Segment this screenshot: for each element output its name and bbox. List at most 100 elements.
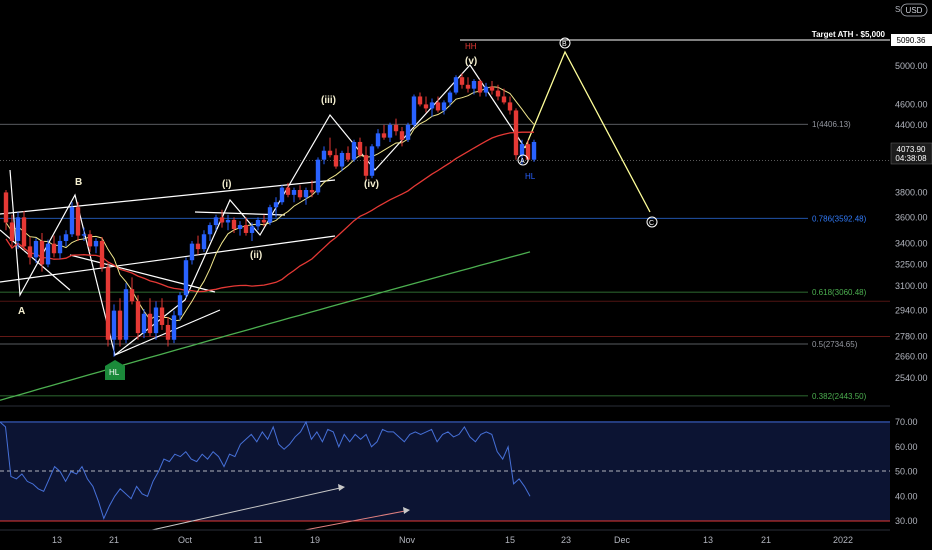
time-tick-label: 19 (310, 535, 320, 545)
hh-label: HH (465, 42, 477, 51)
scale-mode[interactable]: S (895, 5, 900, 14)
candle (255, 217, 261, 231)
price-tick-label: 3800.00 (895, 187, 928, 197)
price-axis (890, 0, 932, 550)
price-tick-label: 2660.00 (895, 352, 928, 362)
candle (375, 129, 381, 149)
candle (489, 80, 495, 95)
candle (315, 157, 321, 195)
candle (393, 118, 399, 136)
candle (45, 239, 51, 268)
candle (411, 94, 417, 127)
hl-label-right: HL (525, 172, 536, 181)
candle (399, 126, 405, 147)
wave-label-iii: (iii) (321, 95, 336, 106)
candle (39, 232, 45, 272)
candle (261, 214, 267, 227)
time-tick-label: 23 (561, 535, 571, 545)
candle (189, 240, 195, 265)
price-tick-label: 4400.00 (895, 120, 928, 130)
price-tick-label: 3250.00 (895, 259, 928, 269)
candle (429, 98, 435, 117)
svg-text:A: A (520, 158, 525, 165)
fib-label: 1(4406.13) (812, 120, 851, 129)
price-tick-label: 3100.00 (895, 281, 928, 291)
currency-label: USD (906, 6, 923, 15)
wave-labels: A B (i) (ii) (iii) (iv) (v) HH HL (18, 42, 536, 317)
candle (321, 146, 327, 165)
rsi-tick-label: 30.00 (895, 516, 918, 526)
time-tick-label: 11 (253, 535, 262, 545)
svg-text:B: B (562, 41, 567, 48)
circle-b: B (559, 37, 571, 49)
price-tick-label: 5000.00 (895, 61, 928, 71)
price-axis-ticks: 5000.004600.004400.004200.003800.003600.… (895, 61, 928, 383)
candle (129, 277, 135, 305)
candle (87, 230, 93, 252)
rsi-axis-ticks: 70.00 60.00 50.00 40.00 30.00 (895, 417, 918, 526)
candle (417, 92, 423, 107)
time-axis-ticks: 13 21 Oct 11 19 Nov 15 23 Dec 13 21 2022 (52, 535, 853, 545)
time-tick-label: 13 (52, 535, 62, 545)
candle (171, 310, 177, 344)
time-tick-label: Oct (178, 535, 193, 545)
time-tick-label: Nov (399, 535, 416, 545)
candle (177, 292, 183, 321)
candle (309, 180, 315, 198)
candle (357, 137, 363, 158)
channel-lower (0, 235, 336, 283)
price-tick-label: 2780.00 (895, 331, 928, 341)
price-tick-label: 4600.00 (895, 99, 928, 109)
candle (63, 230, 69, 247)
candle (519, 139, 525, 165)
candle (297, 185, 303, 200)
candle (465, 77, 471, 93)
candle (147, 298, 153, 337)
wave-label-v: (v) (465, 56, 477, 67)
candle (123, 283, 129, 344)
candle (345, 146, 351, 162)
candle (225, 214, 231, 231)
candle (111, 304, 117, 357)
candle (243, 217, 249, 236)
candle (159, 298, 165, 330)
current-price-tag (890, 142, 932, 165)
candle (201, 230, 207, 252)
candle (9, 214, 15, 247)
price-tick-label: 2540.00 (895, 373, 928, 383)
candle (69, 202, 75, 237)
candle (513, 108, 519, 160)
time-tick-label: 13 (703, 535, 713, 545)
wave-label-ii: (ii) (250, 250, 262, 261)
candle (237, 221, 243, 236)
channel-upper (0, 179, 336, 215)
ath-label: Target ATH - $5,000 (812, 30, 886, 39)
candle (99, 236, 105, 272)
fib-label: 0.786(3592.48) (812, 214, 867, 223)
candle (453, 75, 459, 95)
candle (213, 214, 219, 231)
countdown-text: 04:38:08 (895, 154, 927, 163)
candle (387, 122, 393, 142)
candle (51, 235, 57, 258)
wave-label-i: (i) (222, 179, 231, 190)
time-tick-label: 21 (761, 535, 771, 545)
candle (165, 316, 171, 347)
candle (333, 148, 339, 169)
candle (273, 197, 279, 218)
rsi-arrow-2 (403, 507, 410, 514)
candle (105, 263, 111, 347)
candle (381, 124, 387, 140)
price-tick-label: 2940.00 (895, 306, 928, 316)
time-tick-label: 2022 (833, 535, 853, 545)
rsi-divergence-2 (304, 510, 406, 531)
rsi-tick-label: 60.00 (895, 442, 918, 452)
wave-label-a-left: A (18, 306, 25, 317)
currency-toggle[interactable] (900, 3, 928, 17)
candle (285, 182, 291, 198)
wave-label-iv: (iv) (364, 179, 379, 190)
candle (3, 190, 9, 231)
candle (267, 204, 273, 226)
candle (75, 202, 81, 241)
